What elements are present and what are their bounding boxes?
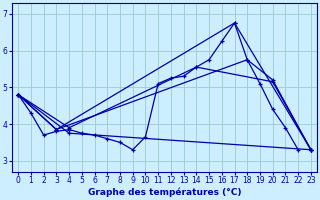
X-axis label: Graphe des températures (°C): Graphe des températures (°C) (88, 188, 241, 197)
